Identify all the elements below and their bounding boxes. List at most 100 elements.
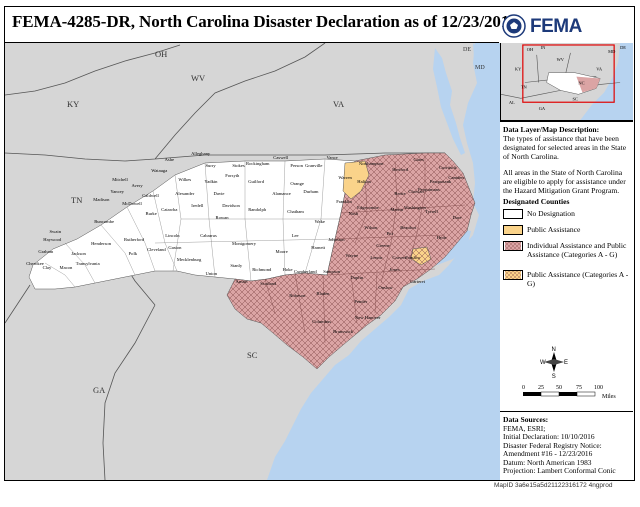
county-labels: Alleghany Ashe Watauga Surry Stokes Rockingha… (26, 151, 464, 334)
county-label: Iredell (191, 203, 204, 208)
source-line: Initial Declaration: 10/10/2016 (503, 432, 595, 442)
county-label: Rutherford (124, 237, 145, 242)
county-label: Lenoir (370, 255, 383, 260)
compass-e: E (564, 360, 568, 366)
county-label: McDowell (122, 201, 142, 206)
county-label: Pasquotank (430, 179, 452, 184)
county-label: Clay (43, 265, 52, 270)
state-label-va: VA (333, 99, 345, 109)
county-label: Columbus (312, 319, 331, 324)
county-label: Onslow (378, 285, 393, 290)
scale-unit: Miles (602, 394, 616, 400)
county-label: Stanly (230, 263, 242, 268)
county-label: Alamance (272, 191, 291, 196)
county-label: Alleghany (191, 151, 211, 156)
inset-state-label: WV (557, 57, 565, 62)
county-label: Cabarrus (200, 233, 217, 238)
source-line: Datum: North American 1983 (503, 457, 592, 467)
county-label: Carteret (410, 279, 426, 284)
county-label: Bladen (316, 291, 330, 296)
inset-state-label: SC (572, 96, 577, 101)
county-label: Dare (453, 215, 462, 220)
county-label: Cherokee (26, 261, 44, 266)
source-line: Projection: Lambert Conformal Conic (503, 466, 616, 476)
nc-east-county-lines (264, 155, 466, 344)
county-label: Person (290, 163, 303, 168)
county-label: Cleveland (147, 247, 166, 252)
inset-locator-map: OH IN MD DE WV KY VA TN NC SC AL GA (500, 43, 633, 121)
sources-heading: Data Sources: (503, 415, 549, 424)
delaware-bay (473, 43, 481, 63)
inset-state-label: GA (539, 106, 546, 111)
county-label: Durham (303, 189, 318, 194)
county-label: Haywood (43, 237, 62, 242)
atlantic-ocean (267, 43, 500, 480)
state-label-de: DE (463, 47, 471, 53)
fema-logo: FEMA (530, 16, 582, 37)
county-label: Warren (338, 175, 352, 180)
legend-swatch (503, 270, 523, 280)
county-label: Currituck (439, 165, 457, 170)
county-label: Lincoln (165, 233, 180, 238)
county-label: Vance (327, 155, 338, 160)
state-label-wv: WV (191, 73, 206, 83)
state-label-tn: TN (71, 195, 82, 205)
compass-n: N (552, 347, 556, 353)
county-label: Swain (50, 229, 62, 234)
county-label: Davidson (222, 203, 240, 208)
county-label: Guilford (248, 179, 265, 184)
county-label: Macon (60, 265, 73, 270)
county-label: Transylvania (76, 261, 100, 266)
legend-swatch (503, 241, 523, 251)
county-label: Robeson (289, 293, 306, 298)
county-label: Henderson (91, 241, 112, 246)
scale-tick: 100 (594, 385, 603, 391)
scale-tick: 25 (538, 385, 544, 391)
county-label: New Hanover (355, 315, 381, 320)
inset-state-label: OH (527, 47, 534, 52)
legend-label: Individual Assistance and Public Assista… (527, 241, 627, 259)
county-label: Avery (132, 183, 144, 188)
county-label: Richmond (252, 267, 272, 272)
inset-state-label: DE (620, 45, 626, 50)
county-label: Granville (305, 163, 322, 168)
warren-county-public-assistance (342, 160, 370, 200)
description-heading: Data Layer/Map Description: (503, 125, 600, 134)
county-label: Mecklenburg (177, 257, 202, 262)
county-label: Harnett (311, 245, 325, 250)
county-label: Moore (276, 249, 288, 254)
county-label: Franklin (336, 199, 352, 204)
panel-divider (500, 121, 633, 122)
legend-label: Public Assistance (527, 225, 581, 234)
map-id: MapID 3a6e15a5d21122316172 4ngprod (494, 482, 613, 489)
county-label: Yadkin (204, 179, 218, 184)
source-line: Disaster Federal Registry Notice: (503, 440, 602, 450)
county-label: Edgecombe (357, 205, 379, 210)
county-label: Stokes (232, 163, 244, 168)
mitigation-text: All areas in the State of North Carolina… (503, 168, 626, 195)
county-label: Burke (146, 211, 157, 216)
county-label: Camden (448, 175, 464, 180)
state-borders (5, 43, 445, 480)
county-label: Northampton (359, 161, 384, 166)
county-label: Mitchell (112, 177, 128, 182)
county-label: Polk (129, 251, 138, 256)
county-label: Forsyth (225, 173, 240, 178)
county-label: Watauga (151, 168, 167, 173)
county-label: Duplin (350, 275, 363, 280)
pamlico-county-public-assistance (410, 246, 432, 266)
legend-swatch (503, 209, 523, 219)
title-divider (5, 42, 499, 43)
county-label: Pitt (387, 231, 394, 236)
inset-state-label: TN (521, 84, 528, 89)
inset-state-label: VA (596, 67, 603, 72)
county-label: Beaufort (400, 225, 417, 230)
legend-heading: Designated Counties (503, 197, 570, 206)
county-label: Caldwell (142, 193, 159, 198)
county-label: Graham (38, 249, 53, 254)
county-label: Rockingham (246, 161, 270, 166)
county-label: Johnston (328, 237, 345, 242)
main-map: OH WV KY VA TN SC GA DE MD Alleghany Ashe… (5, 43, 500, 480)
county-label: Randolph (248, 207, 267, 212)
county-label: Buncombe (94, 219, 114, 224)
